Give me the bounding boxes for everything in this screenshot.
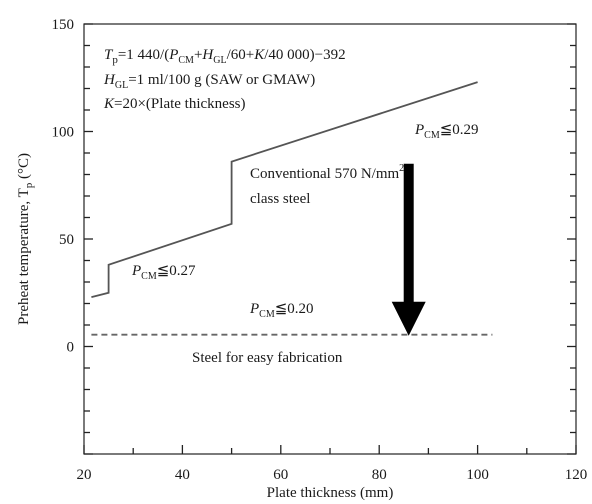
y-tick-label: 100 — [52, 125, 75, 141]
arrow-shape — [391, 163, 426, 336]
x-tick-label: 80 — [372, 467, 387, 483]
y-tick-label: 50 — [59, 232, 74, 248]
y-tick-label: 0 — [67, 340, 75, 356]
pcm-020-label: PCM≦0.20 — [249, 301, 314, 320]
k-line: K=20×(Plate thickness) — [103, 96, 246, 112]
axis-ticks — [83, 23, 577, 455]
series-layer — [91, 81, 493, 336]
y-axis-title-unit: (°C) — [16, 153, 32, 183]
pcm-027-label: PCM≦0.27 — [131, 263, 196, 282]
x-tick-label: 60 — [273, 467, 288, 483]
x-tick-label: 20 — [77, 467, 92, 483]
preheat-series-line — [91, 81, 478, 298]
pcm-029-label: PCM≦0.29 — [414, 122, 479, 141]
class-steel-label: class steel — [250, 191, 310, 207]
easy-fabrication-label: Steel for easy fabrication — [192, 350, 343, 366]
y-axis-title-main: Preheat temperature, T — [16, 188, 32, 325]
x-tick-label: 100 — [466, 467, 489, 483]
x-tick-label: 40 — [175, 467, 190, 483]
down-arrow-icon — [391, 163, 426, 336]
hgl-line: HGL=1 ml/100 g (SAW or GMAW) — [103, 72, 315, 91]
plot-frame — [83, 23, 577, 455]
y-axis-title-sub: p — [23, 182, 35, 188]
formula-line: Tp=1 440/(PCM+HGL/60+K/40 000)−392 — [104, 47, 346, 66]
y-tick-label: 150 — [52, 17, 75, 33]
conventional-steel-label: Conventional 570 N/mm2 — [250, 163, 404, 182]
x-tick-label: 120 — [565, 467, 588, 483]
y-axis-title: Preheat temperature, Tp (°C) — [16, 153, 35, 325]
y-tick-labels: 0 50 100 150 — [52, 17, 75, 356]
x-tick-labels: 20 40 60 80 100 120 — [77, 467, 588, 483]
x-axis-title: Plate thickness (mm) — [267, 485, 394, 501]
